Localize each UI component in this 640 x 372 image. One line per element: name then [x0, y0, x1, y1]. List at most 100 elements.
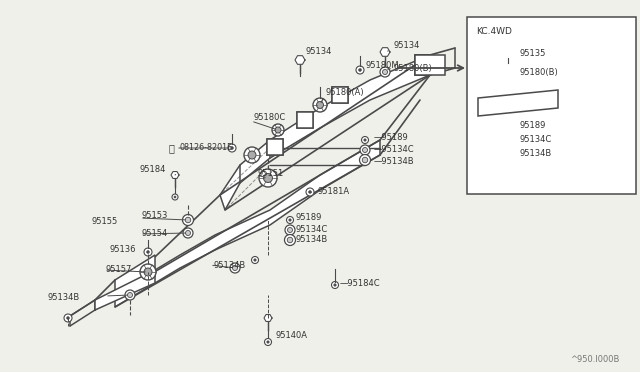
- Text: —95134C: —95134C: [374, 145, 415, 154]
- Circle shape: [383, 70, 387, 74]
- Circle shape: [127, 292, 132, 298]
- Text: 95134B: 95134B: [520, 150, 552, 158]
- Circle shape: [358, 68, 362, 71]
- Circle shape: [144, 248, 152, 256]
- Text: —95134B: —95134B: [374, 157, 415, 167]
- Polygon shape: [95, 270, 155, 310]
- Text: 95189: 95189: [520, 122, 547, 131]
- Circle shape: [502, 67, 514, 79]
- Circle shape: [289, 219, 291, 221]
- Text: 95180(A): 95180(A): [326, 89, 365, 97]
- Text: KC.4WD: KC.4WD: [476, 28, 512, 36]
- Circle shape: [332, 282, 339, 289]
- Circle shape: [502, 148, 513, 160]
- Text: Ⓑ: Ⓑ: [169, 143, 175, 153]
- Circle shape: [362, 137, 369, 144]
- Circle shape: [264, 339, 271, 346]
- Circle shape: [186, 231, 191, 235]
- Circle shape: [254, 259, 256, 261]
- Circle shape: [183, 228, 193, 238]
- Text: 95153: 95153: [142, 211, 168, 219]
- Circle shape: [285, 225, 295, 235]
- Circle shape: [504, 96, 511, 103]
- Text: 95134B: 95134B: [213, 260, 245, 269]
- Polygon shape: [115, 255, 155, 295]
- Circle shape: [147, 251, 149, 253]
- Polygon shape: [295, 56, 305, 64]
- Polygon shape: [332, 87, 348, 103]
- Circle shape: [506, 138, 511, 142]
- Circle shape: [228, 144, 236, 152]
- Circle shape: [272, 124, 284, 136]
- Circle shape: [362, 148, 367, 153]
- Text: 95135: 95135: [520, 48, 547, 58]
- Polygon shape: [415, 55, 445, 75]
- Polygon shape: [264, 315, 272, 321]
- Text: 95180M: 95180M: [365, 61, 399, 70]
- Text: 95134: 95134: [393, 42, 419, 51]
- Polygon shape: [171, 171, 179, 179]
- Circle shape: [248, 151, 256, 159]
- Circle shape: [259, 169, 277, 187]
- Text: 95136: 95136: [110, 244, 136, 253]
- Polygon shape: [503, 49, 513, 57]
- Circle shape: [313, 98, 327, 112]
- Text: 95189: 95189: [296, 214, 323, 222]
- Circle shape: [503, 135, 513, 145]
- Circle shape: [232, 266, 237, 270]
- Text: 08126-8201E: 08126-8201E: [179, 144, 232, 153]
- Circle shape: [252, 257, 259, 263]
- Text: ^950.l000B: ^950.l000B: [570, 356, 620, 365]
- Circle shape: [505, 151, 511, 157]
- Circle shape: [287, 217, 294, 224]
- Circle shape: [230, 147, 234, 150]
- Polygon shape: [415, 55, 430, 75]
- Text: 95180(B): 95180(B): [393, 64, 432, 73]
- Text: —95184C: —95184C: [340, 279, 381, 288]
- Circle shape: [362, 157, 368, 163]
- Circle shape: [185, 217, 191, 223]
- Circle shape: [501, 93, 515, 107]
- Text: 95134B: 95134B: [48, 292, 80, 301]
- Circle shape: [364, 139, 366, 141]
- Circle shape: [356, 66, 364, 74]
- Circle shape: [360, 154, 371, 166]
- Text: 95184: 95184: [140, 166, 166, 174]
- Circle shape: [287, 237, 292, 243]
- Text: 95180(B): 95180(B): [520, 68, 559, 77]
- Circle shape: [267, 341, 269, 343]
- Circle shape: [308, 190, 312, 193]
- Circle shape: [182, 215, 193, 225]
- FancyBboxPatch shape: [467, 17, 636, 194]
- Circle shape: [360, 145, 370, 155]
- Circle shape: [504, 122, 511, 129]
- Circle shape: [144, 268, 152, 276]
- Circle shape: [505, 70, 511, 76]
- Circle shape: [230, 263, 240, 273]
- Circle shape: [507, 125, 509, 127]
- Text: 95134C: 95134C: [296, 224, 328, 234]
- Circle shape: [244, 147, 260, 163]
- Text: 95154: 95154: [142, 228, 168, 237]
- Polygon shape: [267, 139, 283, 155]
- Text: 95134C: 95134C: [520, 135, 552, 144]
- Text: 95155: 95155: [92, 218, 118, 227]
- Circle shape: [287, 228, 292, 232]
- Text: 95151: 95151: [258, 169, 284, 177]
- Polygon shape: [478, 90, 558, 116]
- Text: 95134: 95134: [306, 48, 332, 57]
- Circle shape: [140, 264, 156, 280]
- Polygon shape: [220, 55, 430, 210]
- Circle shape: [67, 317, 69, 320]
- Circle shape: [317, 102, 323, 109]
- Text: —95189: —95189: [374, 134, 409, 142]
- Polygon shape: [297, 112, 313, 128]
- Circle shape: [275, 127, 281, 133]
- Circle shape: [334, 284, 336, 286]
- Text: 95180C: 95180C: [253, 113, 285, 122]
- Circle shape: [64, 314, 72, 322]
- Polygon shape: [380, 48, 390, 56]
- Text: 95181A: 95181A: [318, 187, 350, 196]
- Circle shape: [285, 234, 296, 246]
- Circle shape: [125, 290, 135, 300]
